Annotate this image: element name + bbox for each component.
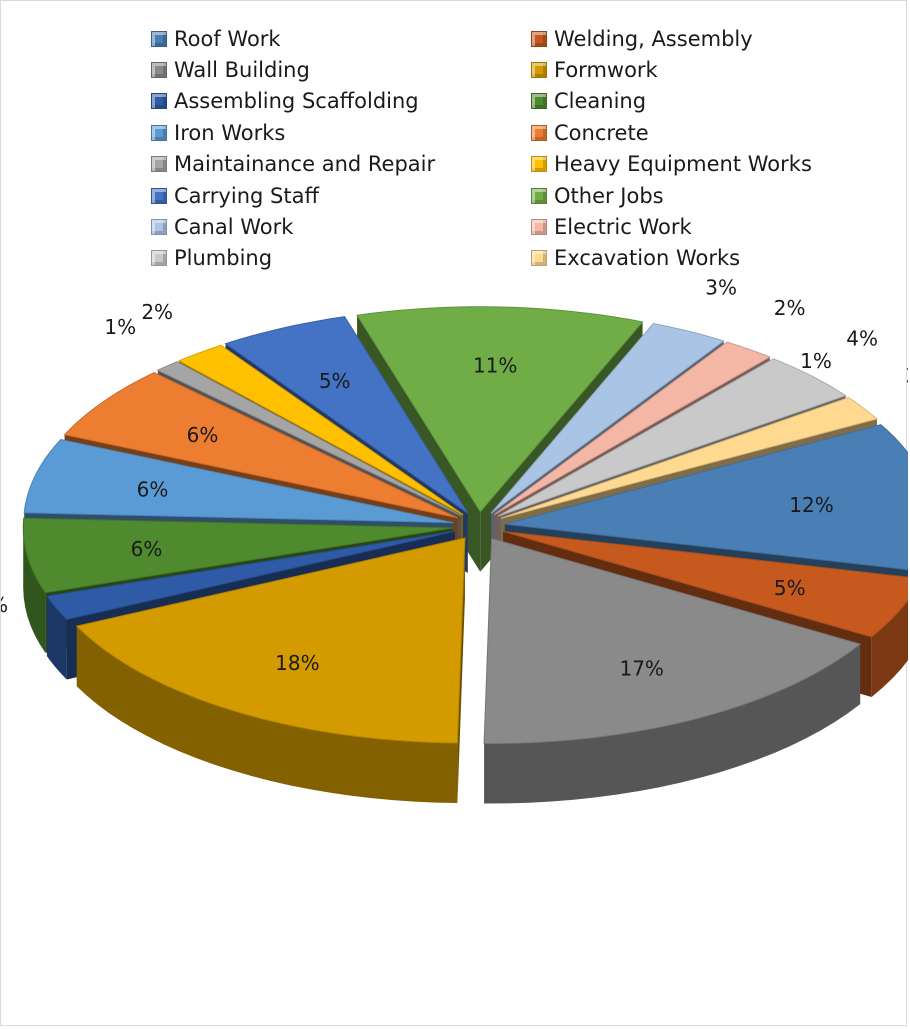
pie-slice [177,344,464,516]
pie-slice [63,372,458,519]
legend-label: Cleaning [554,89,647,114]
legend-label: Roof Work [174,26,281,51]
pie-slice [483,537,862,744]
legend-item: Cleaning [531,86,851,117]
data-label: 12% [789,493,833,517]
pie-slice-side [76,626,458,803]
legend-swatch [531,30,547,47]
data-label: 11% [473,353,517,377]
legend-swatch [531,219,547,236]
legend-item: Other Jobs [531,180,851,211]
legend-label: Assembling Scaffolding [174,89,419,114]
legend-label: Heavy Equipment Works [554,152,812,177]
legend-swatch [531,62,547,79]
legend-item: Welding, Assembly [531,23,851,54]
pie-slice-cut-face [457,538,465,803]
legend-swatch [151,250,167,267]
legend-swatch [151,156,167,173]
pie-slice [497,358,847,517]
legend-item: Wall Building [151,54,531,85]
pie-slice [156,361,462,517]
pie-slice [502,530,908,638]
legend-item: Assembling Scaffolding [151,86,531,117]
legend-label: Canal Work [174,215,294,240]
data-label: 2% [1,593,8,617]
legend-label: Welding, Assembly [554,26,753,51]
pie-slice [504,424,908,571]
legend-item: Formwork [531,54,851,85]
legend-swatch [151,219,167,236]
legend-label: Other Jobs [554,183,664,208]
pie-slice-side [46,596,67,680]
pie-slice [75,537,466,744]
pie-slice [500,397,879,519]
data-label: 1% [104,315,136,339]
legend-swatch [151,124,167,141]
legend: Roof Work Welding, Assembly Wall Building F… [151,23,851,274]
legend-item: Carrying Staff [151,180,531,211]
data-label: 5% [774,576,806,600]
legend-swatch [531,124,547,141]
pie-slice [22,517,454,594]
legend-swatch [151,30,167,47]
data-label: 2% [141,300,173,324]
legend-label: Excavation Works [554,246,741,271]
data-label: 3% [705,275,737,299]
pie-slice [494,341,771,515]
data-label: 5% [319,369,351,393]
legend-item: Iron Works [151,117,531,148]
legend-item: Roof Work [151,23,531,54]
data-label: 6% [137,478,169,502]
pie-slice [490,322,725,514]
legend-swatch [531,250,547,267]
legend-swatch [151,93,167,110]
legend-label: Electric Work [554,215,692,240]
data-label: 1% [800,349,832,373]
pie-slice [356,306,644,513]
legend-swatch [151,187,167,204]
legend-swatch [531,187,547,204]
data-label: 18% [275,651,319,675]
data-label: 6% [187,423,219,447]
legend-label: Maintainance and Repair [174,152,436,177]
pie-slice-side [484,644,861,804]
data-label: 6% [131,537,163,561]
data-label: 17% [619,657,663,681]
legend-item: Plumbing [151,243,531,274]
legend-label: Iron Works [174,120,286,145]
legend-label: Concrete [554,120,649,145]
legend-item: Concrete [531,117,851,148]
legend-swatch [531,156,547,173]
pie-slice [23,438,454,524]
legend-item: Maintainance and Repair [151,149,531,180]
pie-slice [224,316,469,514]
data-label: 2% [906,363,908,387]
legend-swatch [531,93,547,110]
legend-item: Canal Work [151,211,531,242]
data-label: 2% [774,296,806,320]
legend-item: Electric Work [531,211,851,242]
legend-item: Heavy Equipment Works [531,149,851,180]
pie-slice-side [871,600,908,697]
legend-swatch [151,62,167,79]
legend-item: Excavation Works [531,243,851,274]
data-label: 4% [846,327,878,351]
pie-slice-side [23,527,46,653]
legend-label: Carrying Staff [174,183,319,208]
legend-label: Wall Building [174,58,310,83]
legend-label: Formwork [554,58,658,83]
legend-label: Plumbing [174,246,273,271]
pie-slice [46,530,456,621]
